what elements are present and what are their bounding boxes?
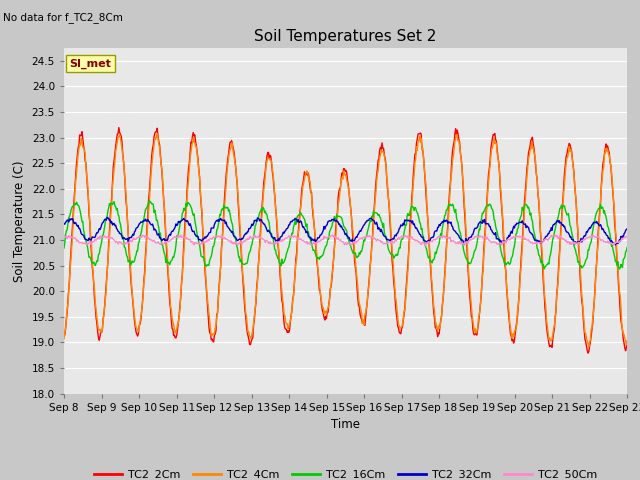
Text: SI_met: SI_met (70, 59, 111, 69)
Y-axis label: Soil Temperature (C): Soil Temperature (C) (13, 160, 26, 282)
Legend: TC2_2Cm, TC2_4Cm, TC2_16Cm, TC2_32Cm, TC2_50Cm: TC2_2Cm, TC2_4Cm, TC2_16Cm, TC2_32Cm, TC… (90, 465, 602, 480)
Title: Soil Temperatures Set 2: Soil Temperatures Set 2 (255, 29, 436, 44)
X-axis label: Time: Time (331, 418, 360, 431)
Text: No data for f_TC2_8Cm: No data for f_TC2_8Cm (3, 12, 123, 23)
